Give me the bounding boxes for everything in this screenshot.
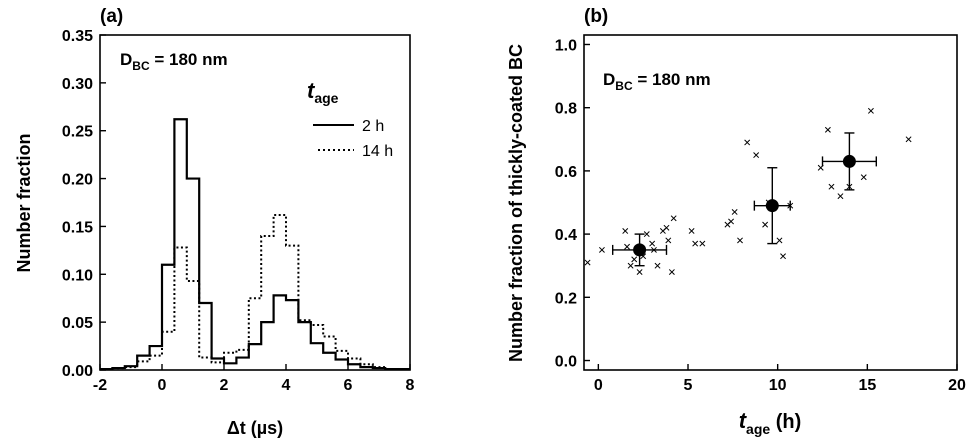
scatter-cross-point [762,221,769,228]
scatter-cross-point [776,237,783,244]
scatter-cross-point [649,240,656,247]
panel-a-y-axis-title: Number fraction [14,133,34,272]
panel-a-label: (a) [100,6,123,27]
panel-a-legend-label-2h: 2 h [362,118,384,135]
panel-a-y-tick-label: 0.05 [62,315,93,332]
mean-point-with-error-bars [611,233,668,267]
scatter-cross-point [622,227,629,234]
panel-b-plot-area [584,107,912,275]
panel-b-y-tick-label: 0.4 [555,227,577,244]
panel-a-y-tick-label: 0.10 [62,267,93,284]
scatter-cross-point [665,237,672,244]
scatter-cross-point [824,126,831,133]
panel-a-y-tick-label: 0.20 [62,172,93,189]
scatter-cross-point [627,262,634,269]
panel-b-x-tick-label: 0 [594,377,603,394]
panel-a-x-tick-label: -2 [93,377,107,394]
panel-b-y-tick-label: 0.6 [555,164,577,181]
scatter-cross-point [744,139,751,146]
panel-a-y-tick-label: 0.30 [62,76,93,93]
scatter-cross-point [692,240,699,247]
mean-point-with-error-bars [753,167,791,245]
mean-point-with-error-bars [821,132,878,191]
panel-a-y-tick-label: 0.25 [62,124,93,141]
scatter-cross-point [753,152,760,159]
scatter-cross-point [728,218,735,225]
scatter-cross-point [584,259,591,266]
panel-b-y-tick-label: 1.0 [555,37,577,54]
panel-a-x-tick-label: 2 [220,377,229,394]
scatter-cross-point [699,240,706,247]
panel-b: (b) 0.0 0.2 0.4 0.6 0.8 1.0 0 5 10 15 20 DBC = 18… [506,6,966,437]
panel-b-y-tick-label: 0.2 [555,290,577,307]
panel-a-y-ticks: 0.00 0.05 0.10 0.15 0.20 0.25 0.30 0.35 [62,28,106,380]
panel-a-legend-label-14h: 14 h [362,143,393,160]
panel-a-x-axis-title: Δt (µs) [227,418,283,438]
panel-b-frame [583,34,958,371]
panel-a-frame [99,34,411,371]
panel-a-x-tick-label: 8 [406,377,415,394]
scatter-cross-point [731,209,738,215]
scatter-cross-point [688,227,695,234]
histogram-series-14h [100,213,410,371]
scatter-cross-point [780,253,787,260]
scatter-cross-point [860,174,867,181]
scatter-cross-point [668,269,675,275]
panel-b-x-tick-label: 5 [684,377,693,394]
panel-a-x-tick-label: 4 [282,377,291,394]
scatter-cross-point [624,243,630,250]
scatter-cross-point [867,107,874,114]
panel-b-x-tick-label: 15 [858,377,876,394]
scatter-cross-point [598,246,605,253]
panel-a: (a) 0.000.050.100.150.200.250.300.35 -2 0… [14,6,415,438]
panel-a-y-tick-label: 0.35 [62,28,93,45]
panel-b-x-tick-label: 20 [948,377,966,394]
panel-a-legend-title: tage [307,78,339,106]
scatter-cross-point [643,231,650,238]
panel-b-y-ticks: 0.0 0.2 0.4 0.6 0.8 1.0 [555,37,590,371]
panel-b-y-tick-label: 0.8 [555,101,577,118]
scatter-cross-point [636,269,643,275]
scatter-cross-point [654,262,661,269]
panel-a-x-tick-label: 6 [344,377,353,394]
panel-b-y-tick-label: 0.0 [555,354,577,371]
panel-a-diameter-annotation: DBC = 180 nm [120,50,228,73]
panel-b-label: (b) [584,6,608,27]
panel-a-y-tick-label: 0.15 [62,219,93,236]
scatter-cross-point [837,193,844,200]
panel-b-y-axis-title: Number fraction of thickly-coated BC [506,44,526,362]
panel-b-diameter-annotation: DBC = 180 nm [603,70,711,93]
scatter-cross-point [663,224,670,231]
scatter-cross-point [670,215,677,222]
panel-b-x-tick-label: 10 [769,377,787,394]
scatter-cross-point [737,237,743,244]
scatter-cross-point [828,183,835,190]
scatter-cross-point [905,136,912,143]
panel-a-y-tick-label: 0.00 [62,363,93,380]
panel-a-x-tick-label: 0 [158,377,167,394]
scatter-cross-point [631,256,638,263]
panel-b-x-axis-title: tage (h) [739,408,802,437]
panel-b-x-ticks: 0 5 10 15 20 [594,364,966,394]
panel-a-x-ticks: -2 0 2 4 6 8 [93,364,415,394]
